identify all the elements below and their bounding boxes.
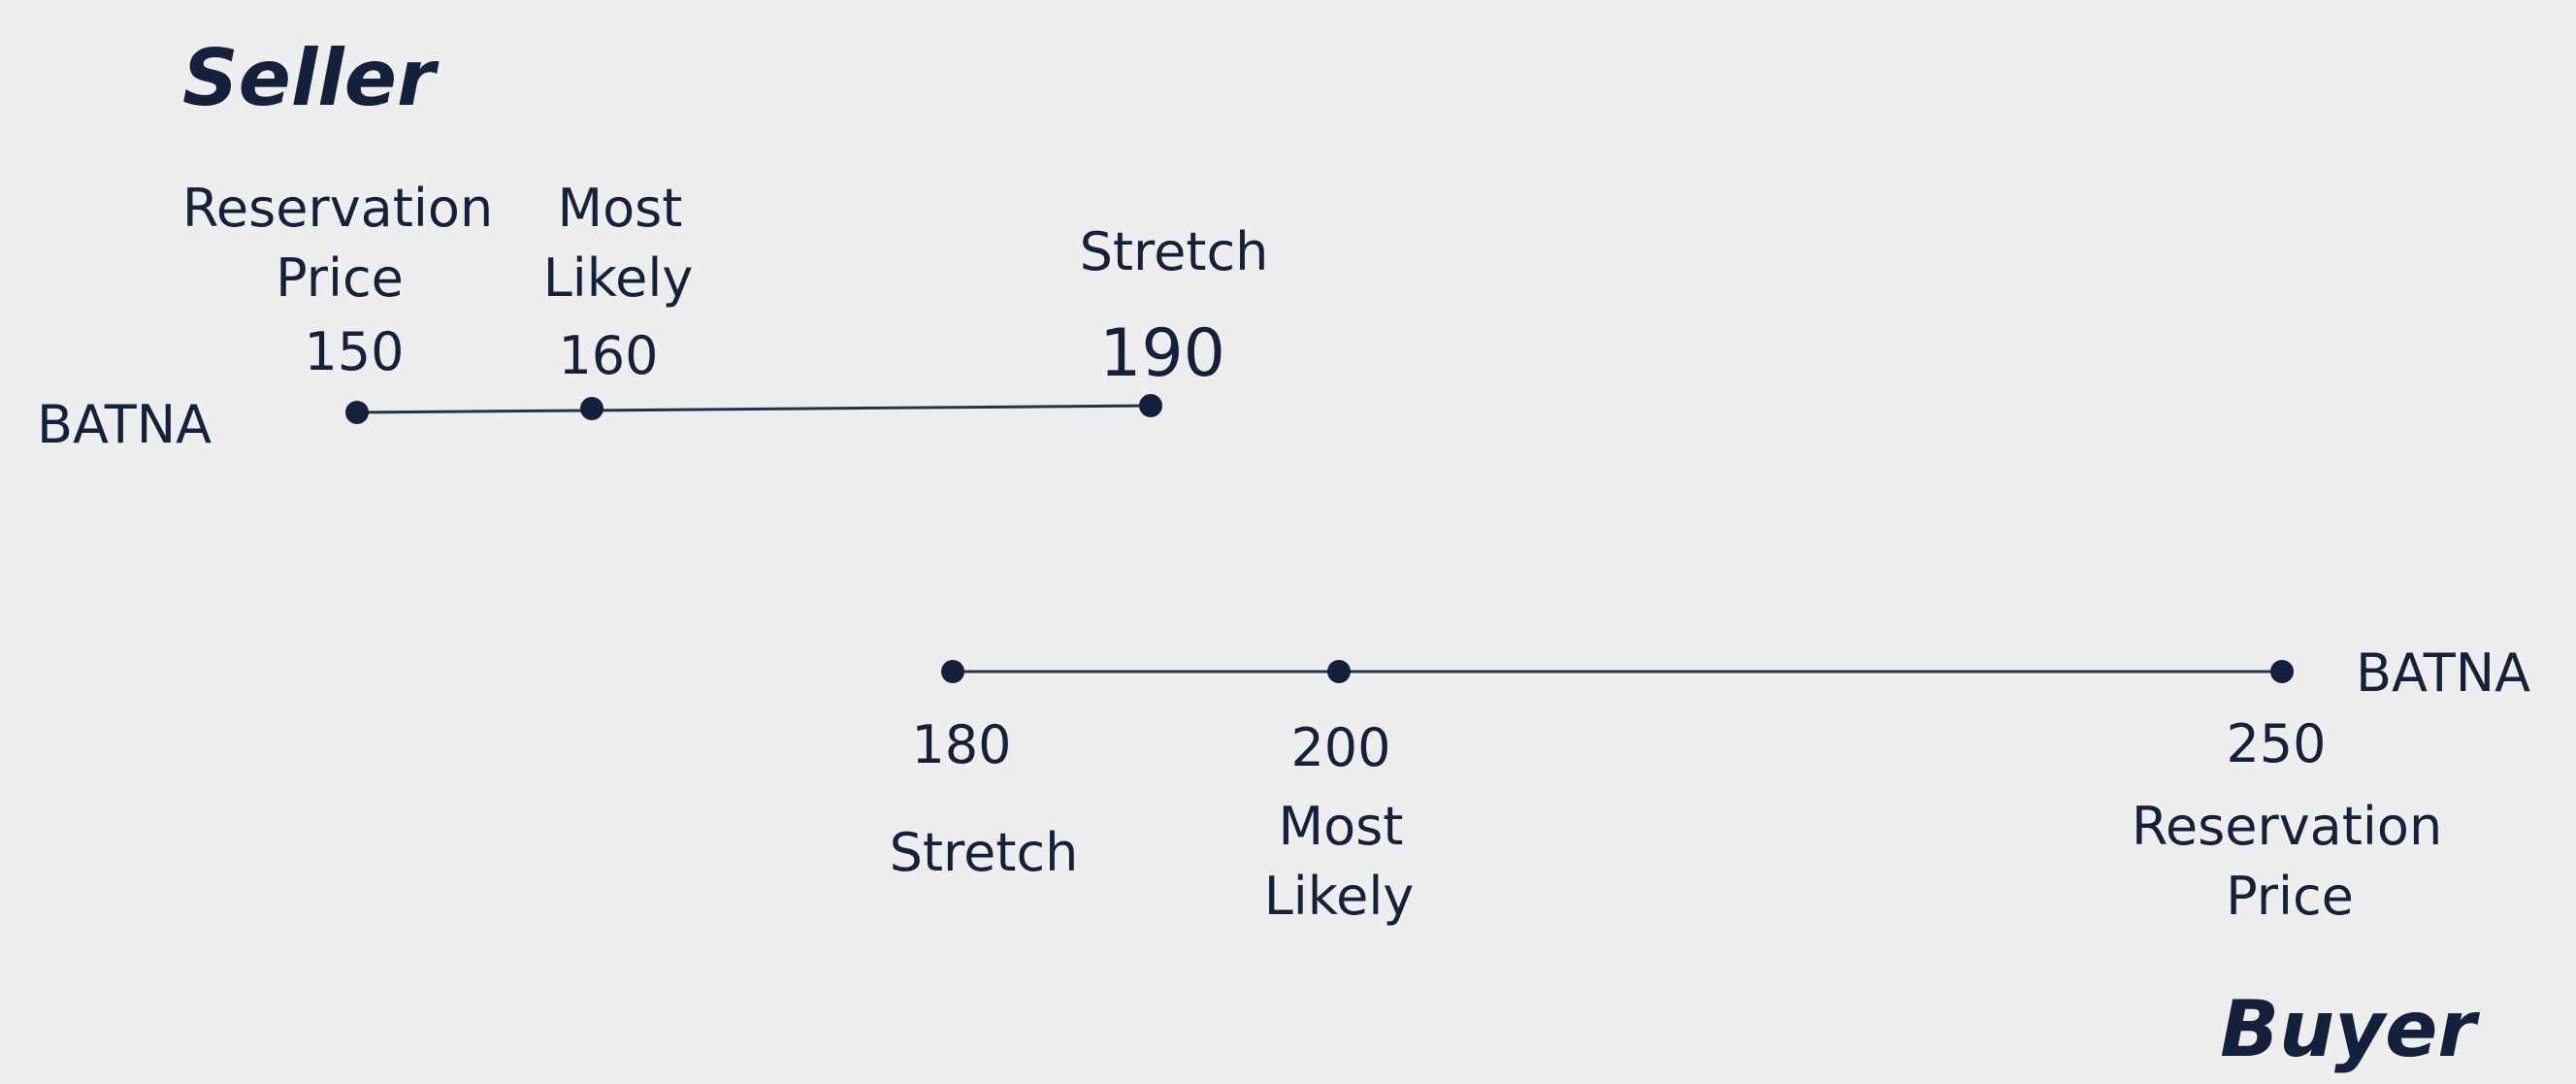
seller-stretch-label: Stretch bbox=[1080, 221, 1269, 282]
buyer-stretch-label: Stretch bbox=[890, 822, 1079, 883]
seller-reservation-label-line1: Reservation bbox=[182, 178, 493, 239]
seller-reservation-point bbox=[345, 401, 369, 424]
seller-reservation-label-line2: Price bbox=[276, 247, 404, 309]
buyer-most-likely-value: 200 bbox=[1290, 717, 1390, 778]
seller-most-likely-label-line1: Most bbox=[558, 178, 683, 239]
seller-stretch-value: 190 bbox=[1099, 315, 1225, 392]
seller-stretch-point bbox=[1139, 394, 1162, 417]
buyer-reservation-point bbox=[2270, 660, 2294, 683]
seller-range-line bbox=[356, 404, 1152, 414]
buyer-stretch-point bbox=[941, 660, 964, 683]
seller-most-likely-label-line2: Likely bbox=[543, 247, 694, 309]
buyer-reservation-label-line1: Reservation bbox=[2132, 796, 2442, 857]
buyer-batna-label: BATNA bbox=[2356, 642, 2530, 704]
buyer-stretch-value: 180 bbox=[911, 714, 1011, 775]
buyer-most-likely-label-line2: Likely bbox=[1264, 866, 1415, 927]
seller-reservation-value: 150 bbox=[304, 321, 404, 382]
seller-most-likely-point bbox=[580, 397, 603, 420]
buyer-most-likely-label-line1: Most bbox=[1279, 796, 1404, 857]
buyer-reservation-value: 250 bbox=[2226, 713, 2326, 774]
buyer-reservation-label-line2: Price bbox=[2226, 866, 2354, 927]
seller-title: Seller bbox=[182, 33, 440, 123]
seller-most-likely-value: 160 bbox=[558, 325, 658, 386]
buyer-title: Buyer bbox=[2220, 984, 2480, 1074]
seller-batna-label: BATNA bbox=[37, 394, 212, 455]
buyer-most-likely-point bbox=[1327, 660, 1351, 683]
